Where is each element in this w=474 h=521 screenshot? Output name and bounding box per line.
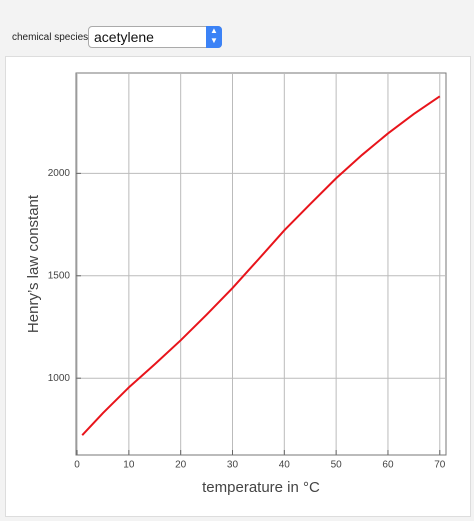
data-line	[81, 95, 441, 436]
y-tick-label: 2000	[48, 168, 71, 179]
x-tick-label: 20	[175, 460, 187, 471]
x-tick-label: 40	[279, 460, 291, 471]
plot-frame	[75, 72, 447, 456]
dropdown-button[interactable]: ▲ ▼	[206, 26, 222, 48]
dropdown-value: acetylene	[94, 29, 154, 45]
plot-panel	[5, 56, 471, 517]
x-tick-label: 60	[382, 460, 394, 471]
x-tick-label: 50	[331, 460, 343, 471]
species-dropdown[interactable]: acetylene ▲ ▼	[88, 26, 222, 48]
y-tick-label: 1000	[48, 373, 71, 384]
x-tick-label: 70	[434, 460, 446, 471]
x-tick-label: 0	[74, 460, 80, 471]
y-tick-label: 1500	[48, 270, 71, 281]
y-axis-label: Henry’s law constant	[25, 194, 42, 333]
x-tick-label: 30	[227, 460, 239, 471]
x-axis-label: temperature in °C	[202, 479, 320, 496]
x-tick-label: 10	[123, 460, 135, 471]
control-label: chemical species	[12, 32, 89, 43]
